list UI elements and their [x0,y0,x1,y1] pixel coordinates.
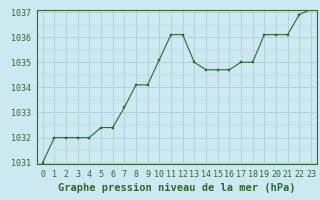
X-axis label: Graphe pression niveau de la mer (hPa): Graphe pression niveau de la mer (hPa) [58,183,296,193]
